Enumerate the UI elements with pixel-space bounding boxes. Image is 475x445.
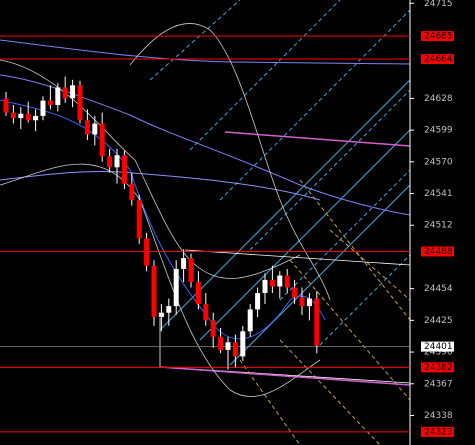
candle-body [299,297,305,307]
price-label-bg [421,341,454,352]
candle-body [262,279,268,294]
y-tick-label: 24425 [424,316,453,326]
level-label: 24664 [424,55,453,65]
candle-body [314,298,320,346]
candle-body [99,123,105,157]
candle-body [232,342,238,357]
candle-body [255,293,261,310]
candle-body [62,87,68,99]
level-label: 24382 [424,363,453,373]
candle-body [47,100,53,105]
candle-body [218,336,224,350]
candle-body [129,183,135,201]
candle-body [181,258,187,269]
candle-body [269,279,275,287]
y-tick-label: 24715 [424,0,453,9]
candle-body [195,282,201,304]
candle-body [203,303,209,321]
candle-body [144,238,150,266]
y-tick-label: 24454 [424,284,453,294]
price-label: 24401 [424,342,453,352]
level-label-bg [421,362,454,373]
y-tick-label: 24628 [424,94,453,104]
candle-body [136,200,142,239]
level-label-bg [421,31,454,42]
candle-body [10,112,16,119]
candle-body [33,115,39,121]
candle-body [151,265,157,318]
candle-body [247,309,253,332]
level-label: 24488 [424,247,453,257]
candle-body [292,287,298,298]
candle-body [18,113,24,119]
candle-body [225,342,231,350]
y-tick-label: 24599 [424,126,453,136]
candle-body [25,113,31,121]
candle-body [158,312,164,318]
y-tick-label: 24512 [424,221,453,231]
candle-body [240,331,246,357]
candle-body [77,85,83,121]
candle-body [277,275,283,287]
y-tick-label: 24396 [424,348,453,358]
candle-body [55,87,61,105]
y-tick-label: 24570 [424,157,453,167]
level-label: 24323 [424,427,453,437]
candle-body [166,306,172,313]
candle-body [3,98,9,113]
candle-body [92,123,98,135]
level-label: 24685 [424,32,453,42]
y-tick-label: 24367 [424,379,453,389]
candle-body [70,85,76,99]
candle-body [210,320,216,337]
drawing-tools [0,0,411,445]
candle-body [306,298,312,307]
candle-body [121,155,127,184]
level-label-bg [421,54,454,65]
candle-body [188,258,194,283]
candle-body [284,275,290,288]
y-tick-label: 24338 [424,411,453,421]
level-label-bg [421,246,454,257]
candle-body [107,156,113,168]
candle-body [173,268,179,307]
candle-body [84,120,90,135]
y-tick-label: 24541 [424,189,453,199]
candle-body [40,100,46,116]
level-label-bg [421,426,454,437]
candle-body [114,155,120,168]
